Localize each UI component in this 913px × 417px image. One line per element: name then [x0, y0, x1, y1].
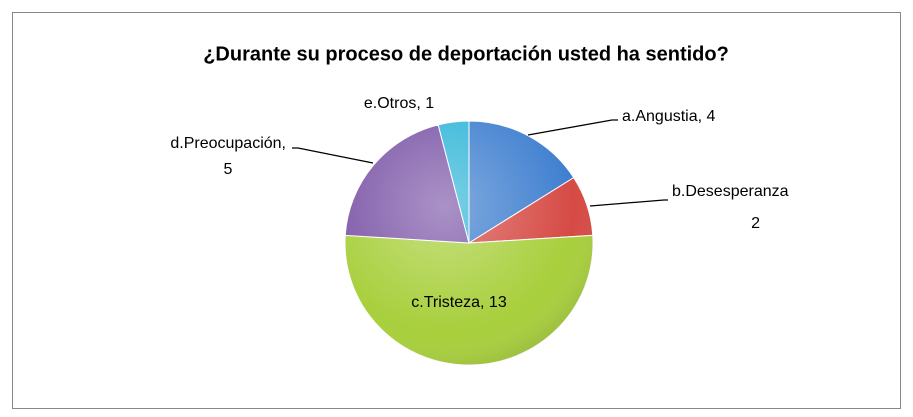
- slice-label: d.Preocupación,: [170, 135, 286, 152]
- slice-label: 5: [224, 161, 233, 178]
- leader-line: [527, 119, 618, 136]
- slice-label: e.Otros, 1: [364, 95, 434, 112]
- slice-label: 2: [751, 215, 760, 232]
- leader-line: [589, 199, 668, 207]
- slice-label: a.Angustia, 4: [622, 108, 716, 125]
- chart-title: ¿Durante su proceso de deportación usted…: [203, 43, 729, 65]
- slice-label: c.Tristeza, 13: [411, 294, 507, 311]
- leader-line: [292, 147, 374, 164]
- pie: [344, 120, 594, 366]
- slice-label: b.Desesperanza: [672, 183, 789, 200]
